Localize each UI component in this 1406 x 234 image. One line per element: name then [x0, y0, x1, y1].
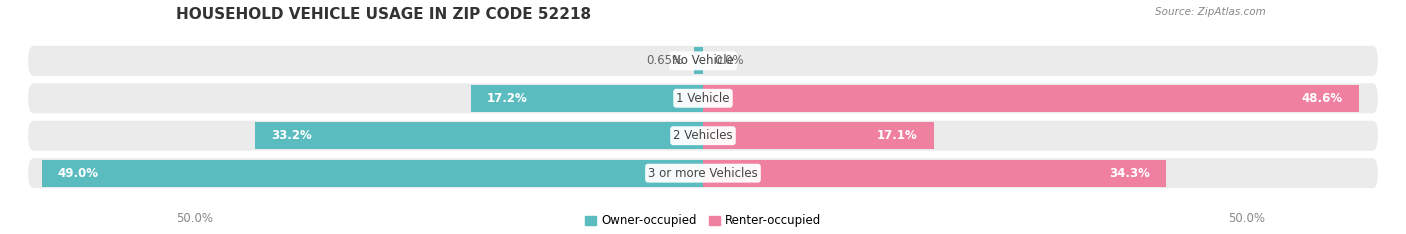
Text: 50.0%: 50.0% [1229, 212, 1265, 225]
Bar [703, 122, 934, 149]
Text: 50.0%: 50.0% [176, 212, 212, 225]
Bar [695, 47, 703, 74]
Text: 1 Vehicle: 1 Vehicle [676, 92, 730, 105]
FancyBboxPatch shape [28, 83, 1378, 113]
Text: 0.0%: 0.0% [714, 54, 744, 67]
Text: 49.0%: 49.0% [58, 167, 98, 180]
FancyBboxPatch shape [28, 46, 1378, 76]
Bar [42, 160, 703, 187]
Text: 33.2%: 33.2% [271, 129, 312, 142]
Text: 3 or more Vehicles: 3 or more Vehicles [648, 167, 758, 180]
Bar [703, 160, 1166, 187]
Text: No Vehicle: No Vehicle [672, 54, 734, 67]
Bar [471, 85, 703, 112]
Legend: Owner-occupied, Renter-occupied: Owner-occupied, Renter-occupied [579, 210, 827, 232]
Bar [703, 85, 1360, 112]
Text: 34.3%: 34.3% [1109, 167, 1150, 180]
FancyBboxPatch shape [28, 158, 1378, 188]
Text: 2 Vehicles: 2 Vehicles [673, 129, 733, 142]
Text: 17.2%: 17.2% [486, 92, 527, 105]
Text: HOUSEHOLD VEHICLE USAGE IN ZIP CODE 52218: HOUSEHOLD VEHICLE USAGE IN ZIP CODE 5221… [176, 7, 591, 22]
Text: Source: ZipAtlas.com: Source: ZipAtlas.com [1154, 7, 1265, 17]
Text: 0.65%: 0.65% [647, 54, 683, 67]
Text: 17.1%: 17.1% [877, 129, 918, 142]
FancyBboxPatch shape [28, 121, 1378, 151]
Bar [254, 122, 703, 149]
Text: 48.6%: 48.6% [1302, 92, 1343, 105]
